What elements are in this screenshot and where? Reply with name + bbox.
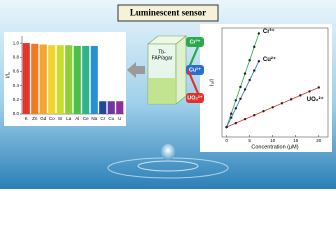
bar xyxy=(39,44,47,114)
y-axis-label: I/I₀ xyxy=(5,72,11,78)
ion-label: UO₂²⁺ xyxy=(187,94,203,101)
droplet xyxy=(161,144,175,160)
bar xyxy=(56,45,64,114)
sensor-label: FAP/agar xyxy=(152,55,173,61)
x-tick-label: Zn xyxy=(32,116,38,121)
x-tick-label: Cu xyxy=(108,116,114,121)
y-tick-label: 0.2 xyxy=(13,97,20,102)
bar xyxy=(73,45,81,114)
plot-frame xyxy=(221,27,329,138)
series-label: Cr³⁺ xyxy=(263,28,275,35)
series-label: UO₂²⁺ xyxy=(307,96,324,103)
x-tick-label: 10 xyxy=(270,138,276,143)
x-tick-label: Ce xyxy=(83,116,89,121)
arrow-left xyxy=(127,62,145,78)
point xyxy=(289,98,293,101)
point xyxy=(243,117,247,121)
x-tick-label: U xyxy=(118,116,121,121)
point xyxy=(253,114,256,117)
graphical-abstract: Luminescent sensor Tb- FAP/agar 0.0 0.2 0.… xyxy=(0,0,336,189)
bar xyxy=(82,45,90,114)
ripple xyxy=(137,160,199,172)
point xyxy=(257,32,261,35)
point xyxy=(317,86,320,89)
point xyxy=(248,59,251,62)
point xyxy=(234,121,238,125)
title: Luminescent sensor xyxy=(130,8,206,18)
series-line xyxy=(226,61,260,128)
y-tick-label: 1.0 xyxy=(13,40,20,45)
point xyxy=(230,116,233,119)
point xyxy=(248,78,251,82)
x-tick-label: Na xyxy=(91,116,97,121)
point xyxy=(225,125,228,129)
bar xyxy=(99,101,107,114)
bar xyxy=(22,43,30,114)
ion-label: Cu²⁺ xyxy=(189,66,201,73)
x-axis-label: Concentration (μM) xyxy=(251,144,298,150)
bar xyxy=(31,43,39,114)
x-tick-label: 0 xyxy=(225,138,228,143)
x-tick-label: Gd xyxy=(40,116,47,121)
y-tick-label: 0.0 xyxy=(13,111,20,116)
x-tick-label: 5 xyxy=(248,138,251,143)
point xyxy=(308,90,311,93)
sensor-label: Tb- xyxy=(158,49,166,55)
bar xyxy=(116,101,124,114)
bar xyxy=(90,45,98,114)
x-tick-label: Co xyxy=(49,116,55,121)
cube-side xyxy=(175,35,187,105)
point xyxy=(262,110,265,113)
point xyxy=(239,85,242,89)
x-tick-label: 15 xyxy=(293,138,299,143)
point xyxy=(234,99,238,102)
x-tick-label: 20 xyxy=(316,138,322,143)
point xyxy=(253,69,256,72)
cube-gel xyxy=(148,78,176,104)
point xyxy=(243,88,247,91)
y-tick-label: 0.8 xyxy=(13,54,20,59)
x-tick-label: Cr xyxy=(100,116,105,121)
series-label: Cu²⁺ xyxy=(263,56,276,63)
point xyxy=(230,112,233,115)
x-tick-label: La xyxy=(66,116,72,121)
series-line xyxy=(226,33,260,128)
point xyxy=(243,72,247,75)
x-tick-label: K xyxy=(25,116,28,121)
point xyxy=(257,59,261,63)
point xyxy=(234,107,238,110)
point xyxy=(239,97,242,101)
bar xyxy=(48,45,56,114)
ion-pill xyxy=(186,37,204,47)
bar xyxy=(107,101,115,114)
y-tick-label: 0.4 xyxy=(13,83,20,88)
y-axis-label: I₀/I xyxy=(209,79,215,86)
x-tick-label: Sr xyxy=(58,116,63,121)
point xyxy=(271,106,274,109)
x-tick-label: Al xyxy=(75,116,79,121)
y-tick-label: 0.6 xyxy=(13,69,20,74)
ion-pill xyxy=(186,93,204,103)
point xyxy=(280,102,284,105)
line-panel xyxy=(200,24,332,152)
bar xyxy=(65,45,73,114)
ion-label: Cr³⁺ xyxy=(190,38,201,45)
point xyxy=(253,45,256,49)
ion-pill xyxy=(186,65,204,75)
point xyxy=(299,94,302,97)
title-box xyxy=(117,4,219,22)
